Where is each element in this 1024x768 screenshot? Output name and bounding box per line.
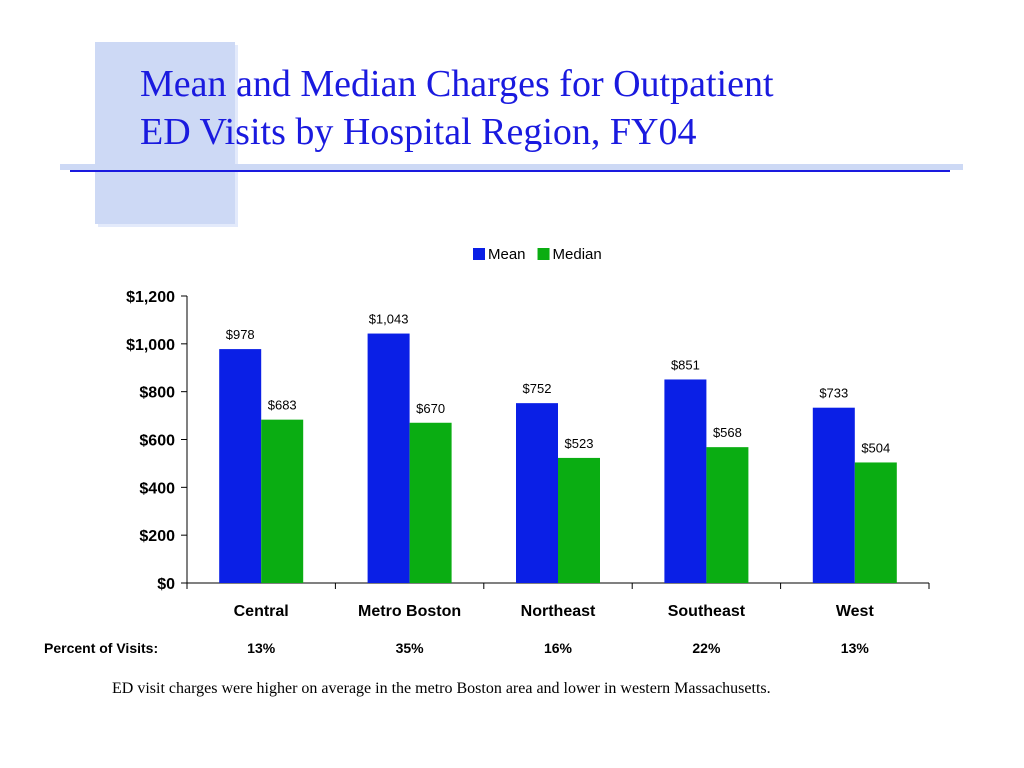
x-category-label: Central [234,603,289,620]
y-tick-label: $600 [139,433,175,450]
data-label-mean: $1,043 [369,312,409,327]
legend-label-mean: Mean [488,246,526,263]
bar-mean [812,407,855,583]
percent-of-visits-value: 13% [840,640,869,656]
data-label-median: $504 [861,440,890,455]
percent-of-visits-value: 22% [692,640,721,656]
percent-of-visits-label: Percent of Visits: [44,640,159,656]
title-accent-block [95,42,235,224]
slide-caption: ED visit charges were higher on average … [112,680,771,697]
data-label-mean: $851 [671,357,700,372]
bar-mean [516,403,558,583]
bar-median [706,447,749,583]
title-rule [70,170,950,172]
slide-title: Mean and Median Charges for Outpatient E… [140,60,980,156]
legend-swatch-median [537,248,550,260]
y-tick-label: $400 [139,480,175,497]
x-category-label: Southeast [668,603,746,620]
bar-chart: $0 $200 $400 $600 $800 $1,000 $1,200 $978 $683 Ce… [126,246,930,620]
y-tick-label: $0 [157,576,175,593]
data-label-median: $683 [268,398,297,413]
bar-mean [367,333,410,583]
legend-swatch-mean [473,248,485,260]
bar-median [409,422,452,583]
slide-title-line-1: Mean and Median Charges for Outpatient [140,63,774,105]
bar-mean [664,379,707,583]
percent-of-visits-value: 16% [543,640,573,656]
bar-median [261,419,304,583]
x-category-label: Northeast [521,603,596,620]
data-label-median: $523 [565,436,594,451]
slide-title-line-2: ED Visits by Hospital Region, FY04 [140,111,697,153]
data-label-mean: $978 [226,327,255,342]
x-category-label: Metro Boston [358,603,461,620]
y-tick-label: $1,200 [126,289,175,306]
y-tick-label: $200 [139,528,175,545]
data-label-median: $670 [416,401,445,416]
legend-label-median: Median [553,246,602,263]
data-label-median: $568 [713,425,742,440]
bar-median [558,457,600,583]
percent-of-visits-value: 35% [395,640,424,656]
x-category-label: West [836,603,875,620]
title-rule-shadow [60,164,963,170]
data-label-mean: $733 [819,386,848,401]
y-tick-label: $1,000 [126,337,175,354]
y-tick-label: $800 [139,385,175,402]
percent-of-visits-value: 13% [247,640,276,656]
bar-median [854,462,897,583]
bar-mean [219,349,262,583]
data-label-mean: $752 [523,381,552,396]
